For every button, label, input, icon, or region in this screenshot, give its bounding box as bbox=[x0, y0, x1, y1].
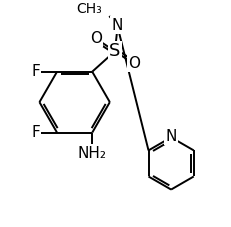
Text: N: N bbox=[112, 18, 123, 33]
Text: NH₂: NH₂ bbox=[78, 146, 107, 160]
Text: CH₃: CH₃ bbox=[77, 2, 102, 16]
Text: O: O bbox=[128, 56, 140, 71]
Text: F: F bbox=[31, 125, 40, 140]
Text: F: F bbox=[31, 64, 40, 79]
Text: S: S bbox=[109, 42, 121, 60]
Text: O: O bbox=[90, 31, 102, 46]
Text: N: N bbox=[165, 129, 177, 144]
